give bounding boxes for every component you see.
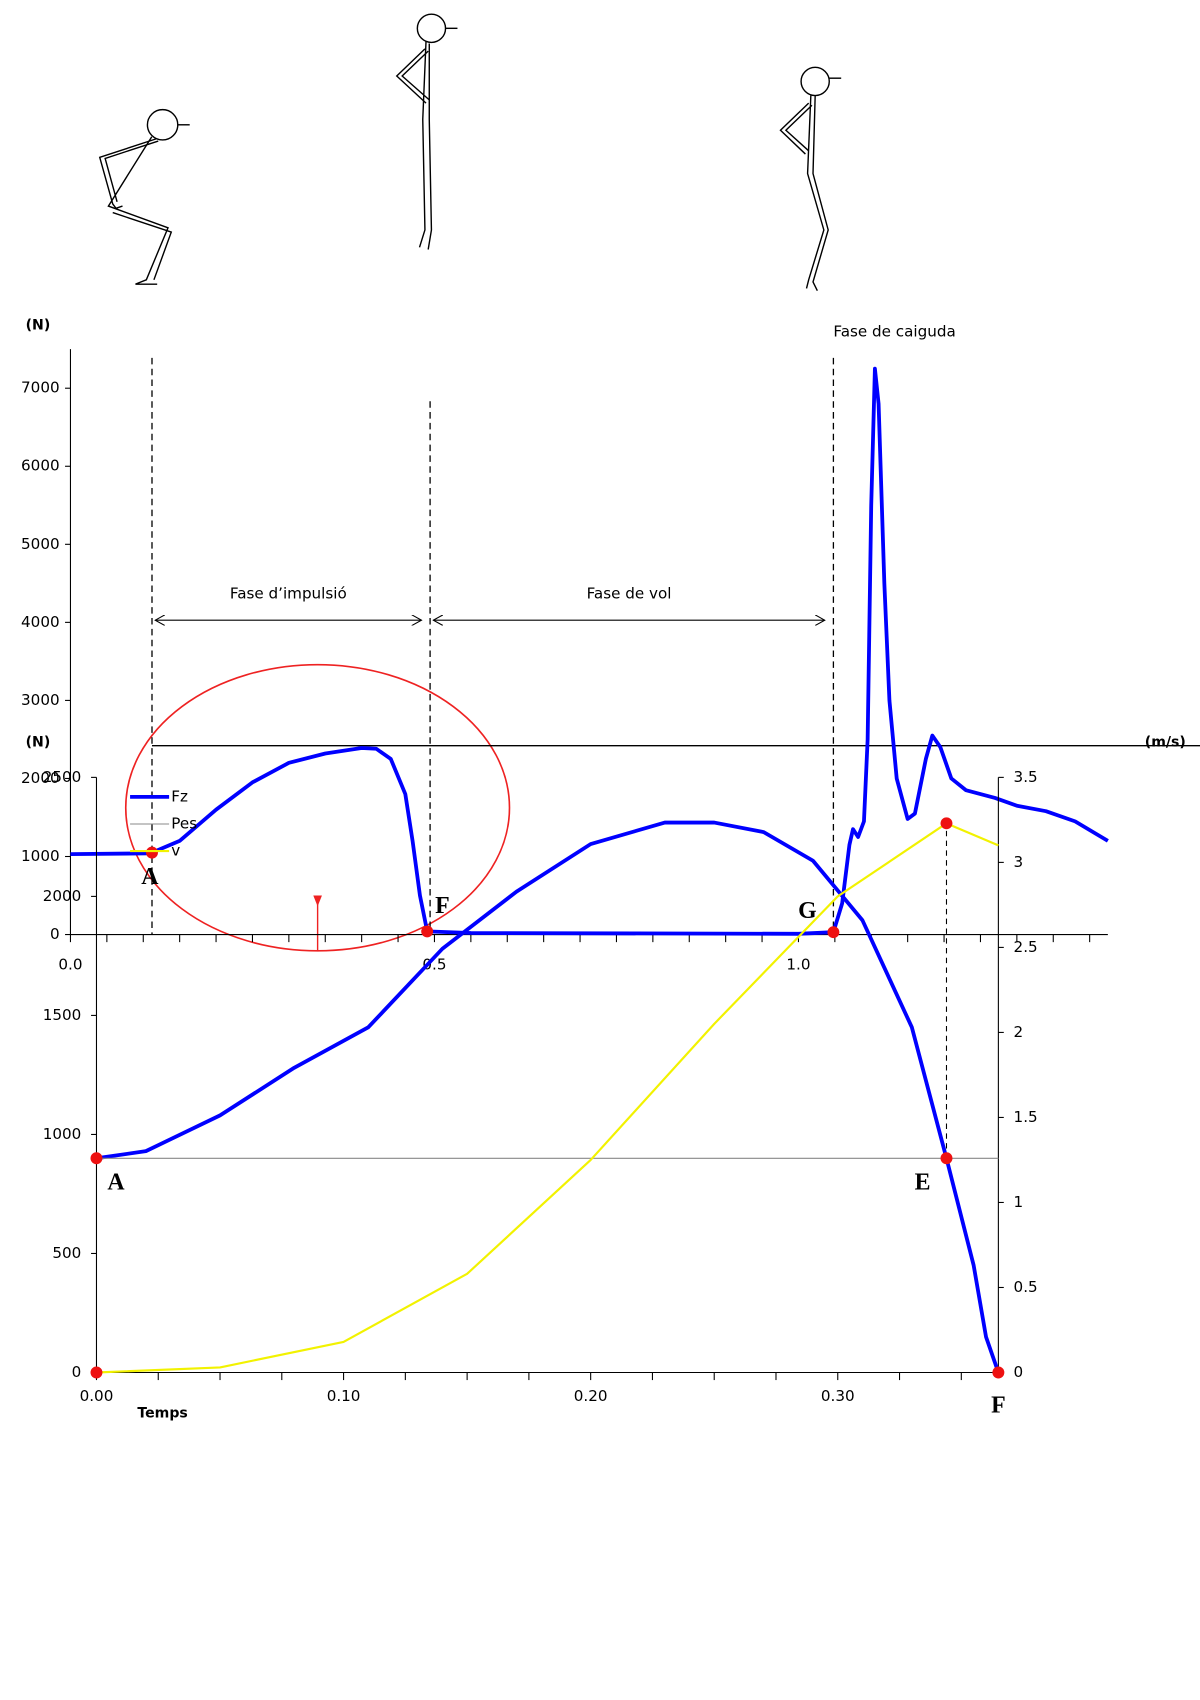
y-tick-label: 5000 (21, 535, 60, 553)
body (427, 43, 433, 250)
y2-tick-label: 2 (1014, 1023, 1024, 1041)
phase-label: Fase de vol (587, 585, 672, 603)
x-tick-label: 0.5 (422, 955, 446, 973)
arm (395, 48, 427, 104)
stick-figures (98, 13, 842, 291)
y-axis-title: (N) (26, 317, 51, 333)
body (418, 41, 427, 248)
x-tick-label: 0.00 (80, 1387, 114, 1405)
legend-label: v (171, 842, 180, 860)
y-tick-label: 500 (52, 1244, 81, 1262)
y2-tick-label: 3.5 (1014, 768, 1038, 786)
zoom-arrowhead (313, 895, 322, 907)
x-tick-label: 1.0 (786, 955, 810, 973)
y-tick-label: 2500 (43, 768, 82, 786)
x-tick-label: 0.30 (821, 1387, 855, 1405)
arm (779, 102, 810, 155)
y2-tick-label: 1.5 (1014, 1108, 1038, 1126)
y2-tick-label: 0.5 (1014, 1278, 1038, 1296)
x-tick-label: 0.0 (58, 955, 82, 973)
y-tick-label: 4000 (21, 613, 60, 631)
y-tick-label: 3000 (21, 691, 60, 709)
arm (104, 140, 159, 202)
y-tick-label: 2000 (43, 887, 82, 905)
body (805, 95, 825, 289)
arm (401, 50, 430, 101)
y-tick-label: 1000 (43, 1125, 82, 1143)
y2-tick-label: 3 (1014, 853, 1024, 871)
point (146, 846, 158, 859)
x-tick-label: 0.10 (327, 1387, 361, 1405)
phase-label: Fase d’impulsió (230, 585, 347, 603)
point-label: E (915, 1170, 931, 1196)
point-label: A (141, 864, 159, 890)
y-tick-label: 7000 (21, 379, 60, 397)
y2-tick-label: 2.5 (1014, 938, 1038, 956)
point-label: A (107, 1170, 125, 1196)
data-line (96, 822, 999, 1374)
y-axis-title: (N) (26, 735, 51, 751)
point (421, 925, 434, 938)
data-line (96, 820, 1001, 1374)
point-label: F (435, 893, 450, 919)
point (90, 1366, 103, 1379)
y2-tick-label: 0 (1014, 1363, 1024, 1381)
y2-axis-title: (m/s) (1145, 735, 1186, 751)
point (992, 1366, 1005, 1379)
head (146, 108, 179, 141)
point (90, 1152, 103, 1165)
y-tick-label: 0 (72, 1363, 82, 1381)
y-tick-label: 0 (50, 925, 60, 943)
head (800, 66, 830, 97)
arm (98, 138, 157, 210)
body (812, 95, 829, 291)
point-label: F (991, 1393, 1006, 1419)
y-tick-label: 1000 (21, 847, 60, 865)
y-tick-label: 1500 (43, 1006, 82, 1024)
arm (784, 104, 813, 152)
point (940, 817, 953, 830)
phase-label: Fase de caiguda (833, 322, 955, 340)
legend-label: Pes (171, 814, 197, 832)
head (416, 13, 447, 44)
y-tick-label: 2000 (21, 769, 60, 787)
point (827, 926, 840, 939)
point (940, 1152, 953, 1165)
leg (112, 211, 173, 281)
body (107, 136, 169, 285)
point-label: G (798, 898, 817, 924)
data-line (70, 366, 1109, 936)
x-axis-title: Temps (137, 1406, 187, 1422)
legend-label: Fz (171, 787, 188, 805)
y2-tick-label: 1 (1014, 1193, 1024, 1211)
x-tick-label: 0.20 (574, 1387, 608, 1405)
y-tick-label: 6000 (21, 457, 60, 475)
